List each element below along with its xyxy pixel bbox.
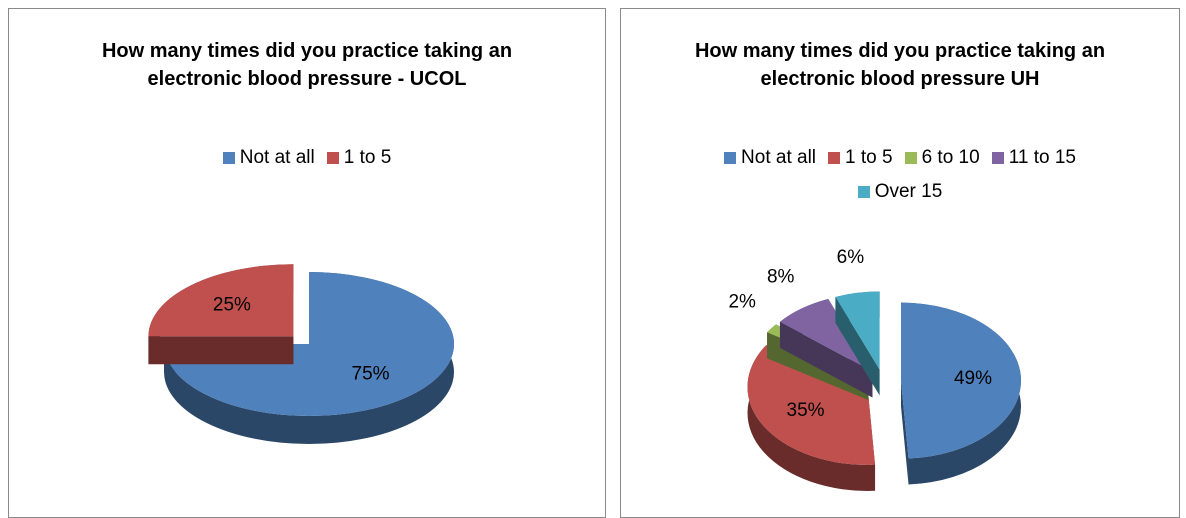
legend-item: 1 to 5 <box>828 147 893 169</box>
slice-side <box>747 345 876 491</box>
legend: Not at all 1 to 5 <box>59 147 555 169</box>
chart-panel: How many times did you practice taking a… <box>8 8 606 518</box>
page: {"chart_data":[ {"type":"pie","title":"H… <box>8 8 1180 518</box>
data-label: 49% <box>954 368 992 389</box>
legend: Not at all 1 to 5 6 to 10 11 to 15 Over 15 <box>671 147 1129 203</box>
slice <box>779 299 873 398</box>
chart-panel: How many times did you practice taking a… <box>620 8 1180 518</box>
slice-wall <box>900 380 909 485</box>
legend-swatch <box>991 152 1004 164</box>
data-label: 35% <box>787 400 825 421</box>
slice-top <box>747 345 876 465</box>
slice <box>148 264 294 365</box>
legend-swatch <box>828 152 841 164</box>
chart-title: How many times did you practice taking a… <box>101 40 513 90</box>
legend-item: Not at all <box>222 147 315 169</box>
legend-label: 11 to 15 <box>1008 147 1076 168</box>
legend-swatch <box>857 186 870 198</box>
data-label: 75% <box>352 364 390 385</box>
slice-top <box>779 299 873 372</box>
pie: 49% 35% 2% 8% 6% <box>728 247 1021 491</box>
legend-swatch <box>724 152 737 164</box>
slice <box>900 302 1021 485</box>
data-label: 8% <box>767 267 795 288</box>
slice-top <box>900 302 1021 459</box>
slice-top <box>164 272 454 416</box>
slice-top <box>148 264 294 337</box>
legend-item: Over 15 <box>857 181 943 203</box>
data-label: 25% <box>213 295 251 316</box>
data-label: 2% <box>728 292 756 313</box>
legend-swatch <box>326 152 339 164</box>
slice-top <box>835 291 880 370</box>
chart-title: How many times did you practice taking a… <box>694 40 1106 90</box>
slice-wall <box>835 296 880 396</box>
legend-swatch <box>222 152 235 164</box>
pie: 75% 25% <box>148 264 454 444</box>
legend-label: Not at all <box>741 147 817 168</box>
legend-label: 1 to 5 <box>845 147 893 168</box>
legend-label: 1 to 5 <box>343 147 392 168</box>
slice <box>835 291 880 396</box>
legend-label: Over 15 <box>874 181 943 202</box>
legend-item: Not at all <box>724 147 816 169</box>
legend-label: 6 to 10 <box>921 147 980 168</box>
legend-item: 1 to 5 <box>326 147 392 169</box>
legend-item: 6 to 10 <box>904 147 980 169</box>
slice-wall <box>779 321 873 398</box>
slice <box>747 345 876 491</box>
legend-item: 11 to 15 <box>991 147 1076 169</box>
data-label: 6% <box>837 247 865 268</box>
legend-swatch <box>904 152 917 164</box>
legend-label: Not at all <box>239 147 315 168</box>
slice-wall <box>148 336 294 365</box>
